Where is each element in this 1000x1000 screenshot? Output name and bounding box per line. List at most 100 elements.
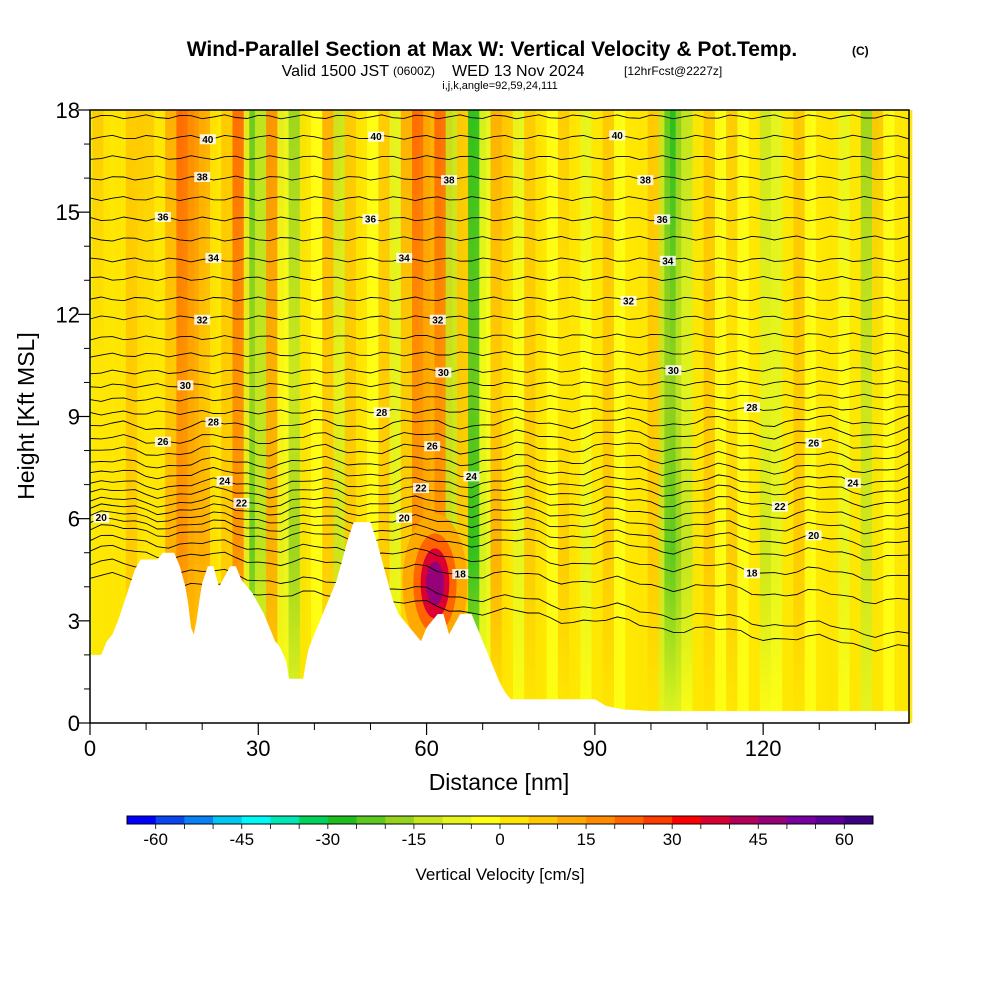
contour-label-bg xyxy=(368,131,385,142)
isentrope-line xyxy=(89,558,910,638)
contour-label-bg xyxy=(154,436,171,447)
colorbar-tick-label: -60 xyxy=(143,830,168,849)
contour-label-bg xyxy=(771,501,788,512)
contour-label-bg xyxy=(194,314,211,325)
isentrope-line xyxy=(89,332,910,341)
contour-label-bg xyxy=(396,252,413,263)
colorbar-swatch xyxy=(356,816,386,824)
contour-label: 26 xyxy=(427,442,439,453)
contour-label-bg xyxy=(205,417,222,428)
colorbar-swatch xyxy=(299,816,329,824)
colorbar-tick-label: 45 xyxy=(749,830,768,849)
isentrope-line xyxy=(89,510,910,535)
colorbar-swatch xyxy=(700,816,730,824)
colorbar-swatch xyxy=(500,816,530,824)
contour-label-bg xyxy=(424,441,441,452)
isentrope-line xyxy=(89,296,909,302)
isentrope-line xyxy=(89,349,910,358)
x-tick-label: 120 xyxy=(745,736,782,761)
forecast-info: [12hrFcst@2227z] xyxy=(624,64,722,78)
y-tick-label: 9 xyxy=(68,405,80,430)
contour-label-bg xyxy=(659,255,676,266)
contour-label-bg xyxy=(177,380,194,391)
contour-label-bg xyxy=(412,483,429,494)
contour-label-bg xyxy=(441,175,458,186)
contour-label: 38 xyxy=(640,176,652,187)
terrain-mask xyxy=(90,522,909,723)
colorbar-swatch xyxy=(815,816,845,824)
contour-label: 30 xyxy=(668,366,680,377)
isentrope-line xyxy=(89,134,910,140)
contour-label: 18 xyxy=(746,569,758,580)
contour-label: 30 xyxy=(438,368,450,379)
contour-label-bg xyxy=(205,252,222,263)
contour-label: 32 xyxy=(197,315,209,326)
valid-time-local: Valid 1500 JST xyxy=(282,63,390,80)
contour-label: 28 xyxy=(746,403,758,414)
isentrope-line xyxy=(89,257,910,263)
contour-label: 24 xyxy=(466,472,478,483)
contour-label-bg xyxy=(463,471,480,482)
isentrope-line xyxy=(89,380,910,389)
plot-area: 18 18 20 20 20 22 22 22 24 24 24 26 26 26 28 28 28 30 30 30… xyxy=(89,109,913,724)
contour-label-bg xyxy=(620,296,637,307)
isentrope-line xyxy=(89,524,910,561)
colorbar-swatch xyxy=(413,816,444,824)
contour-label: 32 xyxy=(623,297,635,308)
colorbar-swatch xyxy=(127,816,157,824)
potential-temperature-contours: 18 18 20 20 20 22 22 22 24 24 24 26 26 26 28 28 28 30 30 30… xyxy=(89,114,910,652)
contour-label: 40 xyxy=(612,131,624,142)
contour-label: 36 xyxy=(157,212,169,223)
isentrope-line xyxy=(89,216,910,222)
contour-label-bg xyxy=(199,134,216,145)
velocity-column xyxy=(894,110,913,723)
contour-label: 18 xyxy=(455,570,467,581)
contour-label-bg xyxy=(844,477,861,488)
contour-label-bg xyxy=(665,365,682,376)
x-tick-label: 30 xyxy=(246,736,270,761)
colorbar-swatch xyxy=(643,816,673,824)
contour-label: 20 xyxy=(96,513,108,524)
contour-label-bg xyxy=(194,172,211,183)
colorbar-swatch xyxy=(614,816,644,824)
colorbar-tick-label: 60 xyxy=(835,830,854,849)
isentrope-line xyxy=(89,276,910,281)
contour-label: 32 xyxy=(432,315,444,326)
contour-label: 40 xyxy=(371,132,383,143)
isentrope-line xyxy=(89,366,910,375)
isentrope-line xyxy=(89,414,910,432)
isentrope-line xyxy=(89,235,910,242)
contour-label: 40 xyxy=(202,135,214,146)
contour-label: 20 xyxy=(808,531,820,542)
x-axis-label: Distance [nm] xyxy=(429,769,570,795)
contour-label: 22 xyxy=(774,502,786,513)
colorbar-swatch xyxy=(327,816,357,824)
colorbar-swatch xyxy=(844,816,874,824)
isentrope-line xyxy=(89,393,910,402)
x-tick-label: 90 xyxy=(583,736,607,761)
contour-label: 36 xyxy=(657,215,669,226)
copyright-mark: (C) xyxy=(852,44,869,58)
isentrope-line xyxy=(89,462,910,480)
contour-label: 26 xyxy=(808,439,820,450)
contour-label-bg xyxy=(154,211,171,222)
contour-label: 20 xyxy=(399,513,411,524)
contour-label: 24 xyxy=(219,476,231,487)
y-tick-label: 15 xyxy=(56,200,80,225)
contour-label: 30 xyxy=(180,381,192,392)
colorbar: -60 -45 -30 -15 0 15 30 45 60 xyxy=(126,815,874,849)
colorbar-tick-label: -15 xyxy=(402,830,427,849)
contour-label-bg xyxy=(609,130,626,141)
valid-time-zulu: (0600Z) xyxy=(393,64,435,78)
isentrope-line xyxy=(89,175,910,181)
y-tick-label: 6 xyxy=(68,507,80,532)
colorbar-swatch xyxy=(385,816,415,824)
contour-label-bg xyxy=(805,530,822,541)
isentrope-line xyxy=(89,484,910,499)
colorbar-swatch xyxy=(729,816,759,824)
colorbar-swatch xyxy=(270,816,300,824)
contour-label-bg xyxy=(743,402,760,413)
colorbar-swatch xyxy=(758,816,788,824)
colorbar-swatch xyxy=(471,816,501,824)
